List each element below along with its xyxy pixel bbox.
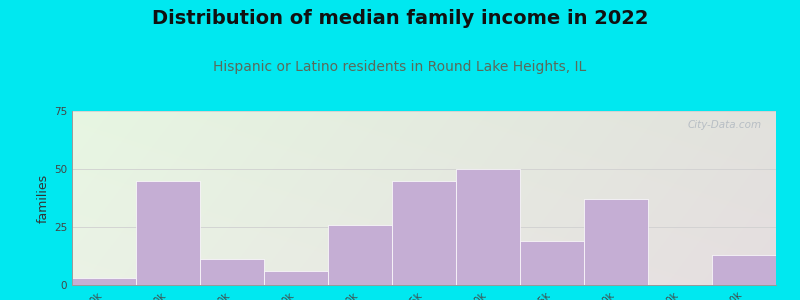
Text: Hispanic or Latino residents in Round Lake Heights, IL: Hispanic or Latino residents in Round La… <box>214 60 586 74</box>
Bar <box>328 225 392 285</box>
Bar <box>200 260 264 285</box>
Bar <box>712 255 776 285</box>
Bar <box>456 169 520 285</box>
Y-axis label: families: families <box>37 173 50 223</box>
Text: City-Data.com: City-Data.com <box>688 120 762 130</box>
Bar <box>136 181 200 285</box>
Bar <box>584 199 648 285</box>
Bar <box>520 241 584 285</box>
Text: Distribution of median family income in 2022: Distribution of median family income in … <box>152 9 648 28</box>
Bar <box>72 278 136 285</box>
Bar <box>264 271 328 285</box>
Bar <box>392 181 456 285</box>
